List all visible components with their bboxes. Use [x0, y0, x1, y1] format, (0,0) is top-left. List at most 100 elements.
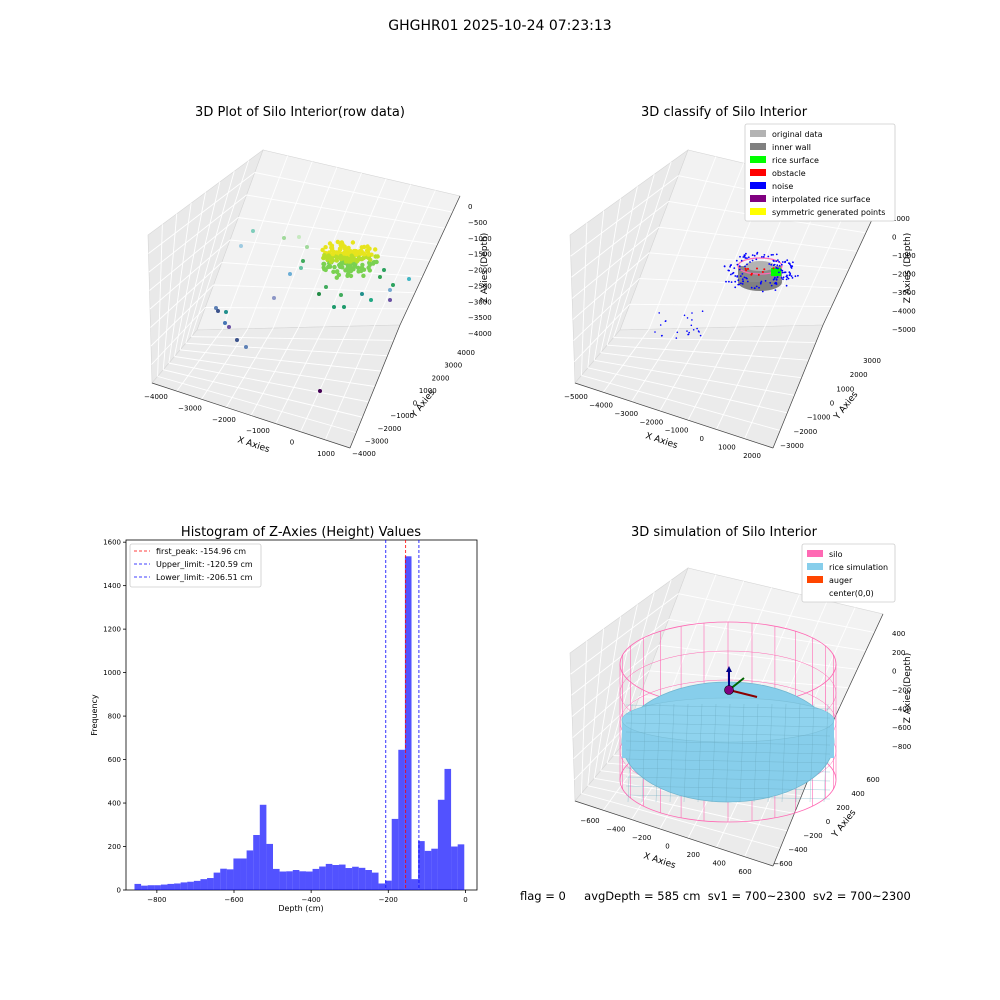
grid-line [593, 616, 622, 779]
noise-point [744, 257, 747, 259]
data-point [346, 245, 351, 251]
classify-plot-points [654, 251, 799, 339]
data-point [332, 305, 336, 309]
noise-point [775, 260, 778, 263]
histogram-bar [259, 804, 267, 890]
noise-point [768, 263, 771, 265]
histogram-bar [226, 869, 234, 890]
histogram-legend: first_peak: -154.96 cm Upper_limit: -120.… [129, 543, 262, 588]
noise-point [701, 310, 704, 313]
noise-point [747, 256, 750, 259]
axis-tick-label: −600 [580, 817, 599, 825]
simulation-legend-label: center(0,0) [829, 589, 874, 598]
axis-tick-label: −2000 [640, 418, 664, 426]
simulation-plot-title: 3D simulation of Silo Interior [631, 525, 818, 540]
noise-point [692, 329, 695, 331]
data-point [334, 255, 339, 260]
data-point [369, 252, 374, 257]
histogram-bar [451, 846, 458, 890]
sv1-value: sv1 = 700~2300 [707, 889, 806, 903]
noise-point [691, 319, 693, 321]
avg-depth-value: avgDepth = 585 cm [584, 889, 701, 903]
rice-mesh-line [767, 703, 773, 803]
axis-tick-label: 2000 [432, 374, 450, 382]
histogram-bar [358, 867, 366, 890]
noise-point [778, 264, 781, 267]
histogram-frame [125, 539, 478, 891]
noise-point [769, 282, 772, 284]
noise-point [776, 276, 779, 278]
data-point [227, 325, 231, 329]
raw-plot-z-label: Z Axies (Depth) [480, 233, 490, 304]
histogram-legend-label: Lower_limit: -206.51 cm [156, 573, 253, 582]
simulation-plot-x-label: X Axies [642, 851, 677, 871]
noise-point [688, 331, 690, 334]
data-point [326, 253, 331, 258]
rice-mesh-line [669, 703, 675, 803]
noise-point [723, 265, 726, 268]
histogram-legend-frame [129, 543, 262, 588]
histogram-bar [207, 878, 214, 890]
axis-tick-label: 200 [687, 851, 700, 859]
panel-simulation-3d: 3D simulation of Silo Interior −600−400−… [569, 525, 913, 876]
axis-tick-label: 4000 [457, 349, 475, 357]
noise-point [734, 280, 737, 283]
data-point [360, 292, 364, 296]
grid-line [580, 640, 588, 794]
grid-line [659, 327, 708, 412]
axis-tick-label: −600 [892, 724, 911, 732]
data-point [251, 229, 255, 233]
histogram-bar [279, 871, 287, 890]
histogram-bar [457, 844, 465, 890]
grid-line [573, 278, 640, 342]
simulation-legend-frame [801, 543, 896, 603]
noise-point [740, 259, 743, 262]
axis-tick-label: −3000 [614, 410, 638, 418]
histogram-bar [325, 863, 333, 890]
noise-point [751, 259, 754, 262]
grid-line [658, 226, 858, 252]
data-point [297, 235, 301, 239]
histogram-bar [292, 870, 300, 890]
classify-legend-label: inner wall [772, 143, 811, 152]
data-point [299, 266, 303, 270]
histogram-bar [418, 841, 425, 890]
noise-point [746, 277, 748, 280]
rice-mesh-line [625, 758, 831, 764]
grid-line [581, 374, 781, 431]
axis-tick-label: −4000 [352, 450, 376, 458]
axis-tick-label: 3000 [863, 357, 881, 365]
data-point [337, 262, 342, 268]
grid-line [581, 792, 781, 849]
data-point [235, 338, 239, 342]
grid-line [300, 326, 350, 432]
noise-point [738, 265, 741, 268]
grid-line [744, 325, 795, 439]
noise-point [784, 271, 787, 274]
noise-point [742, 256, 745, 258]
simulation-legend-swatch [807, 589, 823, 596]
histogram-bar [174, 883, 181, 890]
axis-tick-label: −4000 [589, 401, 613, 409]
classify-plot-title: 3D classify of Silo Interior [641, 105, 808, 120]
noise-point [776, 264, 779, 267]
data-point [350, 240, 356, 245]
axis-tick-label: −1000 [468, 235, 492, 243]
classify-legend-swatch [750, 130, 766, 137]
histogram-reference-lines [385, 540, 420, 890]
axis-tick-label: 400 [712, 860, 725, 868]
noise-point [781, 261, 784, 263]
data-point [365, 244, 370, 249]
simulation-legend-label: rice simulation [829, 563, 888, 572]
rice-mesh-line [683, 703, 689, 803]
noise-point [728, 269, 730, 272]
data-point [323, 245, 328, 250]
grid-line [600, 352, 802, 379]
noise-point [761, 290, 764, 293]
noise-point [735, 259, 738, 262]
noise-point [697, 330, 700, 332]
noise-point [750, 286, 753, 289]
y-axis-line [772, 324, 824, 449]
grid-line [600, 604, 638, 771]
noise-point [774, 289, 777, 291]
